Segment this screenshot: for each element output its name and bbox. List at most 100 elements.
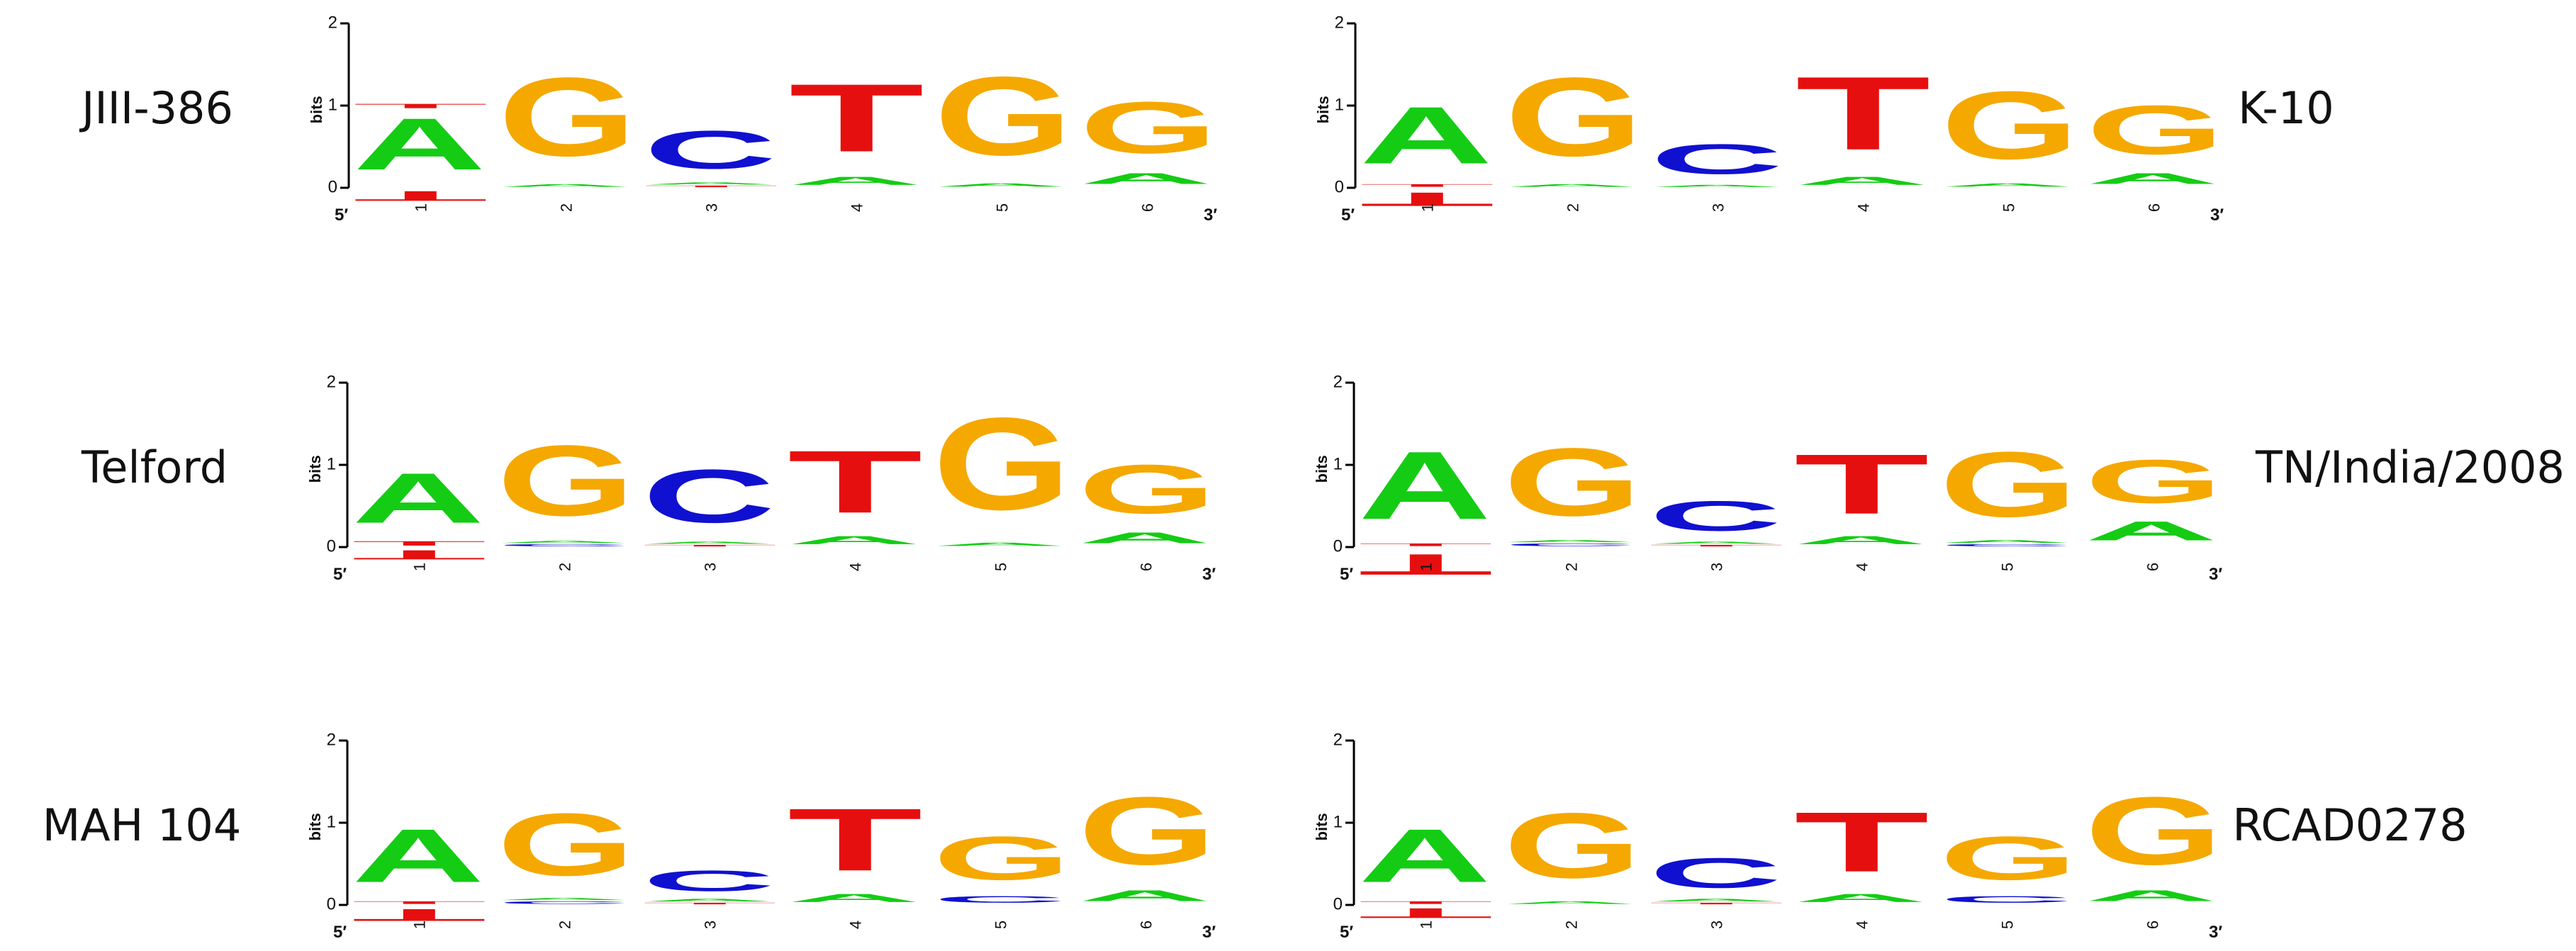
logo-letter-C: C (1503, 543, 1637, 547)
logo-letter-A: A (1796, 174, 1929, 187)
strain-label: TN/India/2008 (2255, 441, 2565, 493)
x-tick-label: 6 (1137, 921, 1155, 929)
logo-letter-A: A (352, 814, 485, 898)
logo-letter-A: A (1941, 182, 2074, 187)
y-tick-label: 1 (327, 454, 336, 473)
logo-letter-G: G (497, 795, 635, 894)
x-tick-label: 4 (1853, 563, 1871, 571)
y-tick-label: 0 (1333, 894, 1343, 913)
y-tick-label: 2 (1333, 372, 1343, 391)
x-tick-label: 5 (993, 203, 1011, 212)
logo-letter-G: G (1503, 794, 1642, 897)
y-tick-label: 1 (1333, 454, 1343, 473)
logo-letter-G: G (933, 390, 1071, 537)
y-tick-label: 1 (1333, 812, 1343, 831)
three-prime-label: 3′ (1202, 923, 1216, 942)
x-tick-label: 2 (1564, 203, 1581, 212)
strain-label: JIII-386 (79, 82, 233, 134)
logo-letter-G: G (1939, 823, 2078, 893)
logo-letter-T: T (1794, 794, 1930, 889)
five-prime-label: 5′ (1341, 206, 1355, 225)
logo-letter-T: T (1649, 544, 1784, 547)
logo-letter-A: A (788, 891, 921, 904)
logo-letter-A: A (353, 103, 486, 185)
logo-letter-G: G (1505, 55, 1643, 180)
logo-letter-C: C (1649, 492, 1782, 539)
logo-letter-T: T (1360, 188, 1495, 210)
x-tick-label: 1 (412, 203, 430, 212)
logo-letter-T: T (1796, 55, 1931, 171)
logo-letter-A: A (1503, 539, 1637, 543)
logo-letter-A: A (1649, 541, 1782, 544)
logo-letter-A: A (1649, 898, 1782, 902)
logo-letter-A: A (1078, 529, 1211, 546)
logo-letter-T: T (352, 548, 487, 563)
logo-letter-C: C (1649, 849, 1782, 896)
logo-letter-A: A (642, 898, 775, 902)
logo-letter-T: T (1358, 906, 1494, 921)
logo-letter-T: T (353, 103, 488, 110)
logo-letter-T: T (642, 544, 778, 547)
logo-letter-C: C (642, 454, 775, 539)
logo-letter-A: A (497, 897, 630, 901)
x-tick-label: 1 (410, 921, 428, 929)
logo-letter-A: A (498, 184, 632, 188)
x-tick-label: 1 (410, 563, 428, 571)
x-tick-label: 2 (1562, 921, 1580, 929)
logo-letter-A: A (642, 541, 775, 544)
x-tick-label: 6 (2144, 563, 2161, 571)
x-tick-label: 2 (557, 203, 575, 212)
strain-label: K-10 (2238, 82, 2334, 134)
x-tick-label: 5 (1998, 921, 2016, 929)
logo-letter-T: T (642, 902, 778, 905)
logo-letter-G: G (2086, 91, 2224, 169)
y-tick-label: 2 (327, 372, 336, 391)
x-tick-label: 4 (846, 921, 864, 929)
logo-letter-T: T (1649, 902, 1784, 905)
logo-letter-T: T (1358, 548, 1494, 580)
x-tick-label: 5 (992, 563, 1009, 571)
x-tick-label: 2 (556, 563, 573, 571)
logo-letter-G: G (2085, 777, 2223, 885)
logo-letter-A: A (1505, 184, 1638, 188)
x-tick-label: 2 (556, 921, 573, 929)
logo-letter-A: A (934, 182, 1068, 187)
logo-letter-C: C (497, 544, 630, 547)
logo-letter-T: T (1360, 184, 1495, 188)
logo-letter-T: T (353, 188, 488, 204)
logo-letter-A: A (789, 174, 922, 187)
y-axis-label: bits (1313, 455, 1331, 483)
five-prime-label: 5′ (1340, 565, 1353, 584)
x-tick-label: 4 (1854, 203, 1872, 212)
logo-letter-A: A (2085, 516, 2218, 546)
x-tick-label: 6 (2145, 203, 2163, 212)
logo-letter-G: G (498, 55, 637, 180)
three-prime-label: 3′ (2209, 565, 2222, 584)
logo-letter-C: C (933, 894, 1066, 905)
logo-letter-A: A (1794, 891, 1927, 904)
three-prime-label: 3′ (2209, 923, 2222, 942)
y-tick-label: 2 (328, 13, 337, 32)
logo-letter-A: A (1360, 90, 1493, 181)
x-tick-label: 6 (1138, 203, 1156, 212)
logo-letter-G: G (1941, 71, 2079, 179)
logo-letter-A: A (2085, 887, 2218, 904)
y-tick-label: 0 (327, 536, 336, 556)
logo-letter-A: A (1503, 901, 1637, 905)
y-tick-label: 0 (327, 894, 336, 913)
logo-letter-C: C (1650, 135, 1783, 183)
y-tick-label: 0 (328, 177, 337, 196)
logo-letter-T: T (644, 185, 779, 188)
logo-letter-C: C (497, 901, 630, 905)
logo-letter-A: A (1080, 170, 1213, 187)
logo-letter-C: C (644, 120, 777, 180)
x-tick-label: 3 (702, 203, 720, 212)
logo-letter-A: A (1939, 539, 2073, 544)
x-tick-label: 4 (1853, 921, 1871, 929)
logo-letter-A: A (788, 534, 921, 546)
